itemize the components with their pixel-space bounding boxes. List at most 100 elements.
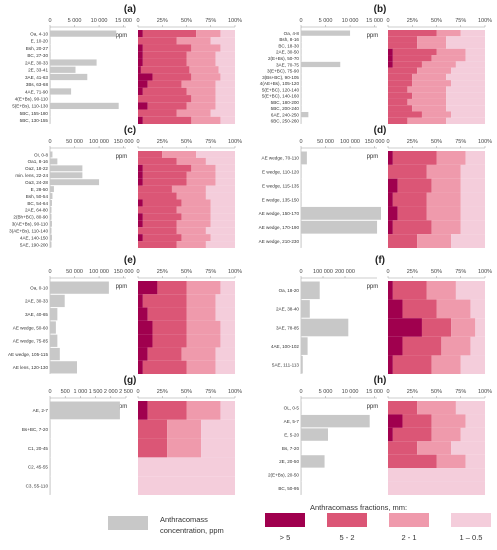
category-label: AE wedge, 150-170 <box>259 211 300 216</box>
panel-h: (h) 0 5 000 10 000 15 000 ppm OL, 0-5 AE, 5-7 E,… <box>268 375 492 495</box>
fraction-segment-5-2 <box>147 80 182 88</box>
fraction-segment-1-05 <box>465 48 485 56</box>
fraction-segment-gt5 <box>138 178 143 186</box>
fraction-segment-2-1 <box>431 220 461 235</box>
ppm-tick-label: 1 000 <box>74 389 88 395</box>
fraction-segment-2-1 <box>426 192 461 207</box>
fraction-segment-gt5 <box>388 336 403 356</box>
legend: Anthracomass concentration, ppm Anthraco… <box>108 503 491 542</box>
fraction-segment-5-2 <box>388 234 418 248</box>
fraction-segment-1-05 <box>210 234 235 242</box>
legend-5-2-swatch <box>327 513 367 527</box>
fraction-segment-5-2 <box>392 355 432 374</box>
fraction-segment-5-2 <box>397 206 427 221</box>
panel-title: (h) <box>374 375 387 386</box>
fraction-segment-2-1 <box>176 109 211 117</box>
fraction-segment-1-05 <box>460 220 485 235</box>
fraction-segment-5-2 <box>138 438 168 458</box>
ppm-tick-label: 500 <box>61 389 70 395</box>
category-label: 4AE, 100-102 <box>271 344 300 349</box>
category-label: C1, 20-45 <box>28 446 49 451</box>
fraction-segment-gt5 <box>388 192 393 207</box>
fraction-segment-5-2 <box>388 73 413 81</box>
legend-2-1-swatch <box>389 513 429 527</box>
pct-tick-label: 75% <box>205 139 216 145</box>
fraction-segment-2-1 <box>431 414 466 428</box>
fraction-segment-gt5 <box>138 401 148 420</box>
anthracomass-bar <box>301 193 302 206</box>
fraction-segment-5-2 <box>138 95 192 103</box>
fraction-segment-1-05 <box>465 454 485 469</box>
fraction-segment-2-1 <box>181 213 211 221</box>
category-label: 2AE, 38-40 <box>276 307 299 312</box>
anthracomass-bar <box>301 74 302 80</box>
fraction-segment-1-05 <box>138 476 235 495</box>
fraction-segment-2-1 <box>426 281 456 300</box>
category-label: AE, 2-7 <box>33 408 49 413</box>
fraction-segment-2-1 <box>186 51 216 59</box>
fraction-segment-1-05 <box>455 401 485 415</box>
fraction-segment-1-05 <box>460 164 485 179</box>
anthracomass-bar <box>301 300 310 318</box>
fraction-segment-1-05 <box>465 414 485 428</box>
pct-tick-label: 0 <box>386 269 389 275</box>
fraction-segment-gt5 <box>138 213 143 221</box>
fraction-segment-1-05 <box>215 360 235 374</box>
fraction-segment-5-2 <box>421 318 452 337</box>
fraction-segment-5-2 <box>392 151 437 165</box>
fraction-segment-1-05 <box>455 61 485 68</box>
category-label: 2AE, 64-80 <box>25 208 48 213</box>
fraction-segment-2-1 <box>191 116 221 124</box>
fraction-segment-gt5 <box>138 80 148 88</box>
category-label: 3(Bs+BC), 90-105 <box>262 75 299 80</box>
anthracomass-bar <box>301 468 302 482</box>
pct-tick-label: 50% <box>431 139 442 145</box>
fraction-segment-2-1 <box>186 401 221 420</box>
fraction-segment-1-05 <box>210 109 235 117</box>
category-label: 3AE, 78-85 <box>276 325 299 330</box>
pct-tick-label: 50% <box>181 269 192 275</box>
fraction-segment-5-2 <box>142 178 187 186</box>
fraction-segment-2-1 <box>181 347 216 361</box>
ppm-unit-label: ppm <box>116 33 128 39</box>
fraction-segment-gt5 <box>138 51 143 59</box>
fraction-segment-2-1 <box>417 36 447 43</box>
anthracomass-bar <box>301 441 302 455</box>
fraction-segment-gt5 <box>388 48 393 56</box>
fraction-segment-5-2 <box>388 401 418 415</box>
fraction-segment-5-2 <box>142 51 187 59</box>
fraction-segment-2-1 <box>181 80 216 88</box>
category-label: 6BC, 250-260 <box>271 119 300 124</box>
fraction-segment-2-1 <box>417 42 447 49</box>
fraction-segment-gt5 <box>388 55 393 62</box>
fraction-segment-gt5 <box>138 66 141 74</box>
fraction-segment-2-1 <box>176 227 206 235</box>
category-label: E wedge, 115-135 <box>262 183 299 188</box>
pct-tick-label: 25% <box>157 389 168 395</box>
fraction-segment-2-1 <box>407 117 447 124</box>
ppm-unit-label: ppm <box>367 33 379 39</box>
category-label: 2(E+Bs), 50-70 <box>268 56 299 61</box>
category-label: Bs+BC, 7-20 <box>22 427 49 432</box>
category-label: min. lens, 22-24 <box>15 173 48 178</box>
fraction-segment-5-2 <box>138 185 172 193</box>
fraction-segment-1-05 <box>205 227 235 235</box>
anthracomass-bar <box>301 105 302 111</box>
fraction-segment-5-2 <box>388 92 413 99</box>
fraction-segment-2-1 <box>186 281 221 295</box>
anthracomass-bar <box>301 165 302 179</box>
fraction-segment-2-1 <box>426 164 461 179</box>
category-label: 5AE, 190-200 <box>20 242 49 247</box>
fraction-segment-5-2 <box>388 98 408 106</box>
fraction-segment-5-2 <box>392 61 422 68</box>
fraction-segment-1-05 <box>220 44 235 52</box>
anthracomass-bar <box>50 227 52 234</box>
anthracomass-bar <box>50 44 51 52</box>
fraction-segment-gt5 <box>138 307 148 321</box>
fraction-segment-gt5 <box>388 206 398 221</box>
anthracomass-bar <box>50 241 52 248</box>
fraction-segment-5-2 <box>142 213 182 221</box>
